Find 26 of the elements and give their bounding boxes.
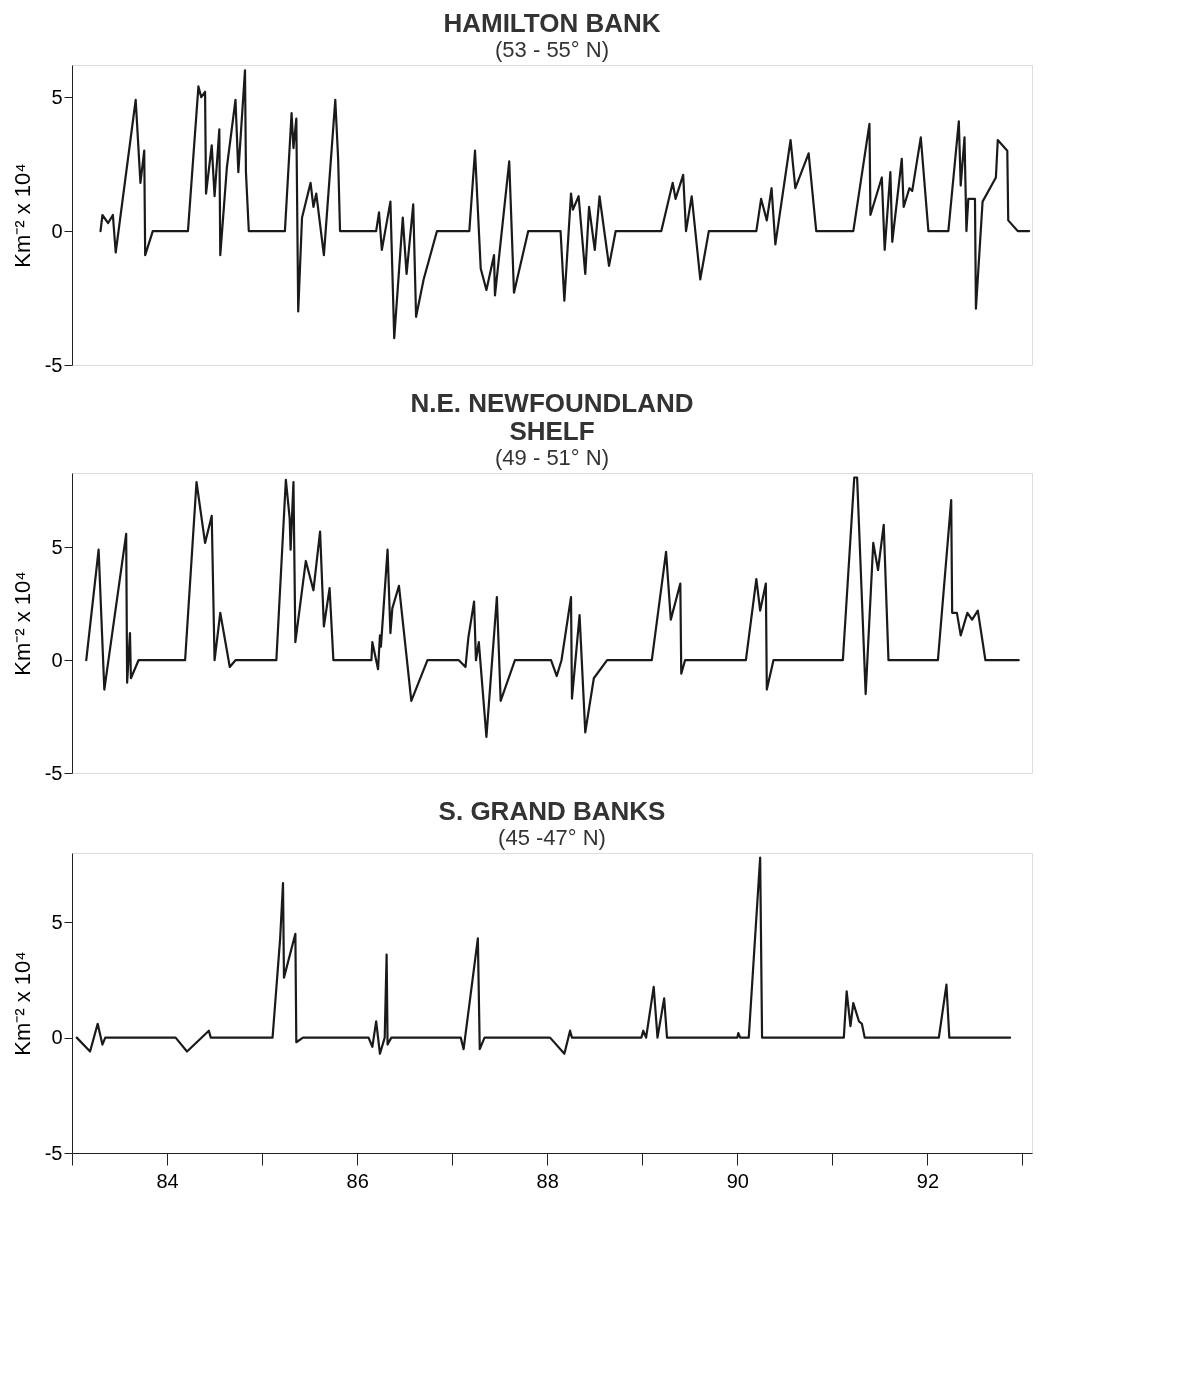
x-tick-label: 90 <box>726 1169 749 1192</box>
y-axis-title: Km⁻² x 10⁴ <box>9 571 35 676</box>
y-tick-label: 0 <box>51 219 63 242</box>
y-tick-label: -5 <box>44 761 63 784</box>
chart-title: S. GRAND BANKS <box>438 796 666 826</box>
x-tick-label: 92 <box>916 1169 940 1192</box>
y-tick-label: 5 <box>51 85 63 108</box>
y-axis-title: Km⁻² x 10⁴ <box>9 163 35 268</box>
line-series <box>85 476 1020 739</box>
y-tick-label: -5 <box>44 1141 63 1164</box>
y-tick-label: 5 <box>51 910 63 933</box>
y-tick-label: 0 <box>51 648 63 671</box>
line-series <box>75 856 1012 1055</box>
y-tick-label: 5 <box>51 535 63 558</box>
x-tick-label: 84 <box>156 1169 179 1192</box>
chart-subtitle: (53 - 55° N) <box>495 37 609 62</box>
chart-title: HAMILTON BANK <box>443 8 661 38</box>
chart-title: N.E. NEWFOUNDLAND SHELF <box>410 388 694 446</box>
y-axis-title: Km⁻² x 10⁴ <box>9 951 35 1056</box>
chart-subtitle: (49 - 51° N) <box>495 445 609 470</box>
x-tick-label: 88 <box>536 1169 559 1192</box>
y-tick-label: -5 <box>44 353 63 376</box>
chart-subtitle: (45 -47° N) <box>498 825 606 850</box>
x-tick-label: 86 <box>346 1169 369 1192</box>
line-series <box>99 69 1031 340</box>
y-tick-label: 0 <box>51 1026 63 1049</box>
